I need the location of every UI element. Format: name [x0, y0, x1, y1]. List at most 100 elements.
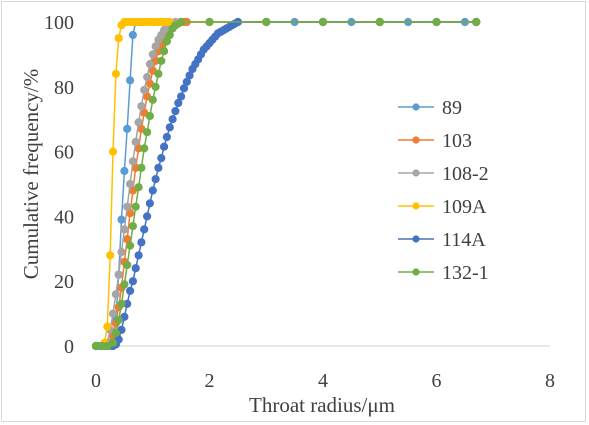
data-point	[126, 179, 135, 189]
data-point	[168, 115, 177, 124]
data-point	[111, 328, 121, 338]
data-point	[126, 286, 135, 295]
data-point	[128, 222, 137, 231]
data-point	[148, 50, 157, 59]
y-tick-label: 100	[44, 12, 74, 34]
y-axis-title: Cumulative frequency/%	[19, 69, 43, 280]
y-tick-label: 40	[54, 206, 74, 228]
data-point	[114, 316, 123, 325]
data-point	[131, 202, 140, 211]
data-point	[114, 34, 123, 43]
data-point	[151, 175, 160, 184]
data-point	[185, 71, 194, 80]
data-point	[140, 225, 149, 234]
data-marks	[91, 17, 481, 351]
data-point	[177, 17, 186, 27]
data-point	[117, 215, 126, 224]
data-point	[143, 73, 152, 82]
legend-entry: 108-2	[398, 163, 489, 185]
x-axis-title: Throat radius/μm	[249, 393, 395, 417]
x-tick-label: 4	[318, 370, 328, 392]
legend-label: 114A	[442, 229, 486, 251]
data-point	[123, 202, 132, 211]
data-point	[103, 322, 112, 331]
data-point	[148, 186, 157, 195]
data-point	[106, 251, 115, 260]
data-point	[157, 154, 166, 163]
data-point	[128, 157, 137, 166]
legend-entry: 114A	[398, 229, 486, 251]
data-point	[160, 47, 169, 56]
data-point	[120, 166, 129, 176]
legend-label: 103	[442, 130, 472, 152]
legend-label: 108-2	[442, 163, 489, 185]
data-point	[137, 102, 146, 111]
legend-label: 109A	[442, 196, 487, 218]
data-point	[157, 56, 166, 66]
series-108-2	[91, 17, 481, 351]
data-point	[117, 247, 126, 257]
legend-entry: 109A	[398, 196, 487, 218]
data-point	[111, 290, 121, 299]
data-point	[318, 17, 328, 27]
data-point	[375, 17, 384, 27]
legend-marker	[412, 235, 420, 243]
legend-label: 89	[442, 97, 462, 119]
legend-marker	[412, 268, 420, 276]
x-tick-label: 8	[545, 370, 555, 392]
legend-entry: 89	[398, 97, 462, 119]
data-point	[171, 107, 180, 116]
data-point	[154, 69, 163, 78]
legend-marker	[412, 136, 420, 144]
legend-entry: 132-1	[398, 262, 489, 284]
legend-marker	[412, 103, 420, 111]
data-point	[432, 17, 441, 27]
series-132-1	[91, 17, 481, 351]
data-point	[145, 60, 154, 69]
data-point	[123, 260, 132, 270]
data-point	[177, 92, 186, 101]
data-point	[108, 147, 118, 156]
data-point	[160, 142, 169, 151]
legend-entry: 103	[398, 130, 472, 152]
data-point	[472, 17, 481, 27]
data-point	[137, 238, 146, 247]
data-point	[137, 163, 146, 172]
data-point	[134, 118, 143, 127]
x-tick-label: 6	[432, 370, 442, 392]
legend-marker	[412, 202, 420, 210]
data-point	[140, 85, 149, 95]
y-tick-label: 80	[54, 77, 74, 99]
data-point	[111, 69, 121, 78]
x-tick-label: 0	[91, 370, 101, 392]
data-point	[117, 299, 126, 308]
data-point	[205, 17, 214, 27]
x-tick-label: 2	[205, 370, 215, 392]
legend-label: 132-1	[442, 262, 489, 284]
data-point	[145, 111, 154, 121]
data-point	[154, 163, 163, 172]
data-point	[120, 225, 129, 234]
y-tick-label: 0	[64, 336, 74, 358]
data-point	[131, 264, 140, 273]
legend-marker	[412, 169, 420, 177]
data-point	[123, 124, 132, 134]
data-point	[128, 30, 137, 40]
data-point	[165, 123, 174, 132]
data-point	[162, 132, 171, 142]
data-point	[151, 82, 160, 91]
data-point	[262, 17, 271, 27]
data-point	[143, 212, 152, 221]
data-point	[145, 199, 154, 208]
data-point	[120, 280, 129, 289]
data-point	[134, 183, 143, 192]
data-point	[126, 76, 135, 85]
data-point	[126, 241, 135, 250]
data-point	[143, 128, 152, 137]
legend: 89 103 108-2 109A 114A 132-1	[398, 97, 489, 284]
data-point	[128, 277, 137, 286]
data-point	[114, 270, 123, 279]
